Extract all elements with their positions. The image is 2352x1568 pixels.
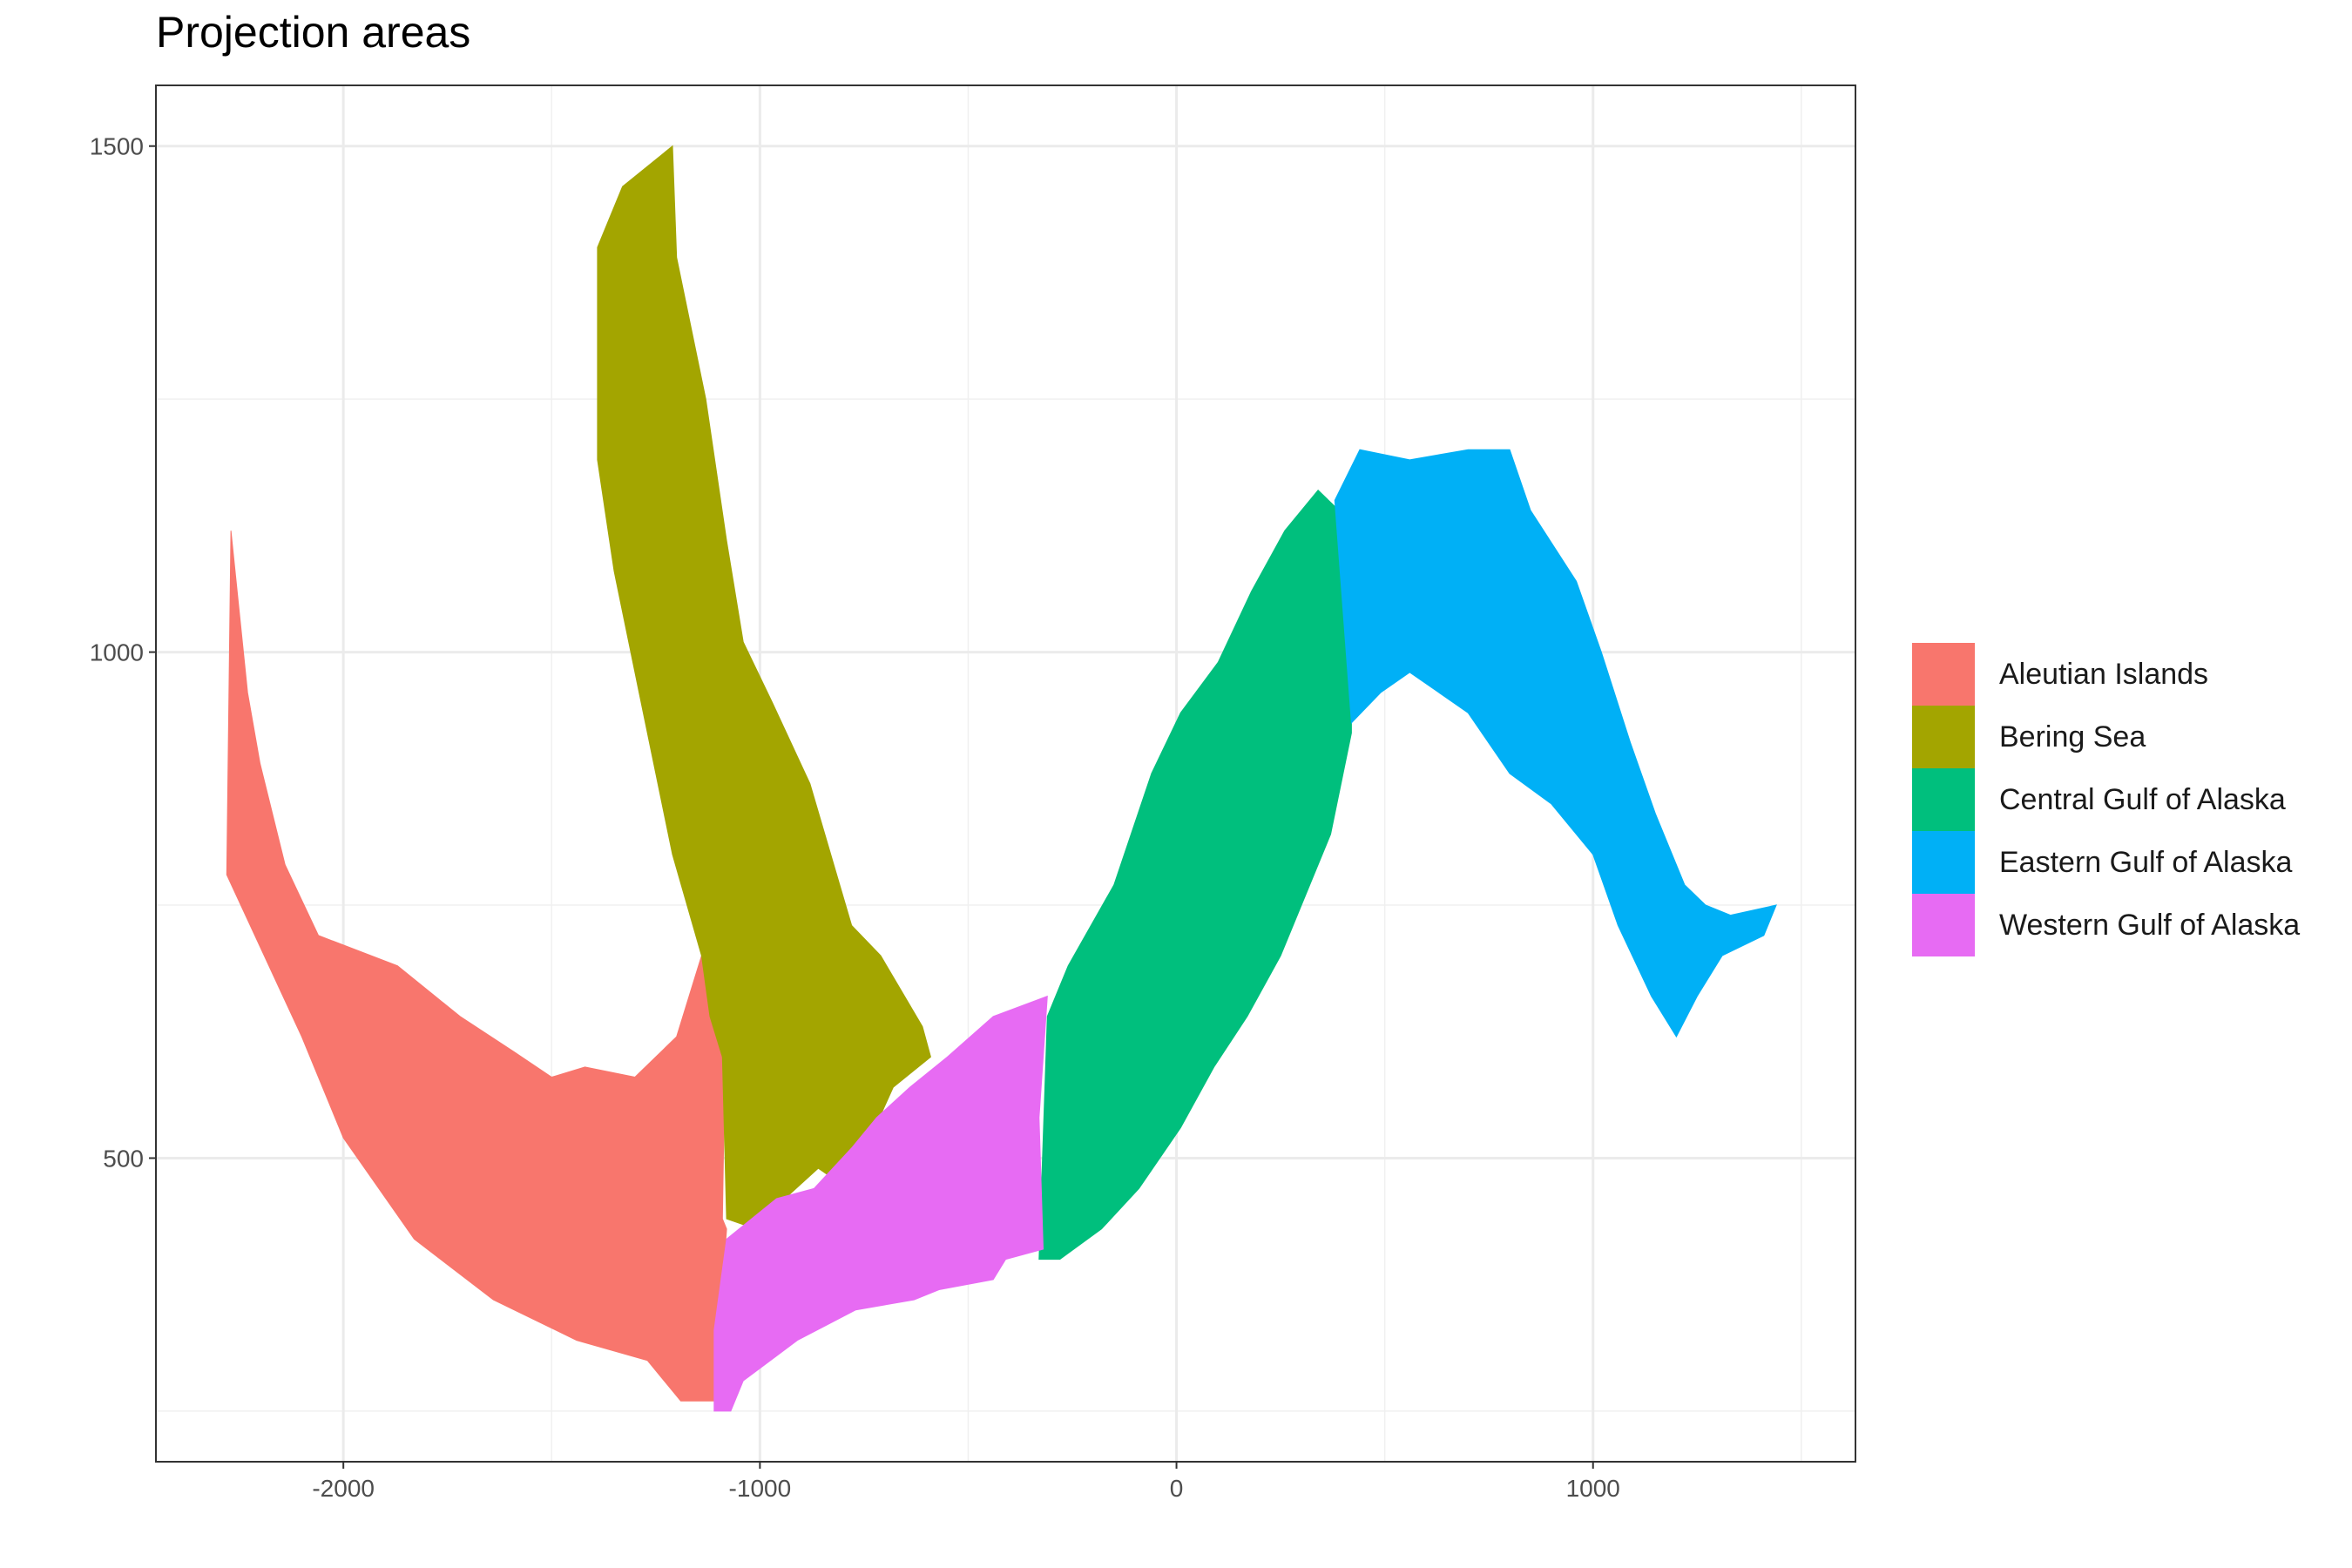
- y-tick-label: 1500: [90, 133, 144, 160]
- legend-key: [1912, 706, 1975, 768]
- legend-item: Central Gulf of Alaska: [1912, 768, 2348, 831]
- legend-label: Central Gulf of Alaska: [1999, 783, 2286, 816]
- legend-key: [1912, 768, 1975, 831]
- chart-title: Projection areas: [156, 8, 471, 57]
- legend-label: Bering Sea: [1999, 720, 2146, 754]
- panel-border: [155, 84, 1856, 1463]
- legend-key: [1912, 894, 1975, 956]
- x-tick-label: 0: [1170, 1475, 1184, 1502]
- legend-label: Western Gulf of Alaska: [1999, 909, 2301, 942]
- y-tick-label: 500: [103, 1145, 144, 1172]
- legend-item: Western Gulf of Alaska: [1912, 894, 2348, 956]
- legend-key: [1912, 831, 1975, 894]
- series-region: [1334, 449, 1777, 1038]
- x-tick-label: -1000: [729, 1475, 792, 1502]
- series-layer: [226, 145, 1777, 1412]
- series-region: [713, 995, 1048, 1412]
- axes: -2000 -1000 0 1000 500 1000 1500: [90, 133, 1620, 1502]
- legend-item: Aleutian Islands: [1912, 643, 2348, 706]
- legend-item: Bering Sea: [1912, 706, 2348, 768]
- y-tick-label: 1000: [90, 639, 144, 666]
- series-region: [1038, 489, 1352, 1260]
- legend-key: [1912, 643, 1975, 706]
- x-tick-label: -2000: [312, 1475, 375, 1502]
- legend-label: Aleutian Islands: [1999, 658, 2209, 691]
- series-region: [597, 145, 931, 1230]
- legend-label: Eastern Gulf of Alaska: [1999, 846, 2293, 879]
- legend-item: Eastern Gulf of Alaska: [1912, 831, 2348, 894]
- x-tick-label: 1000: [1566, 1475, 1620, 1502]
